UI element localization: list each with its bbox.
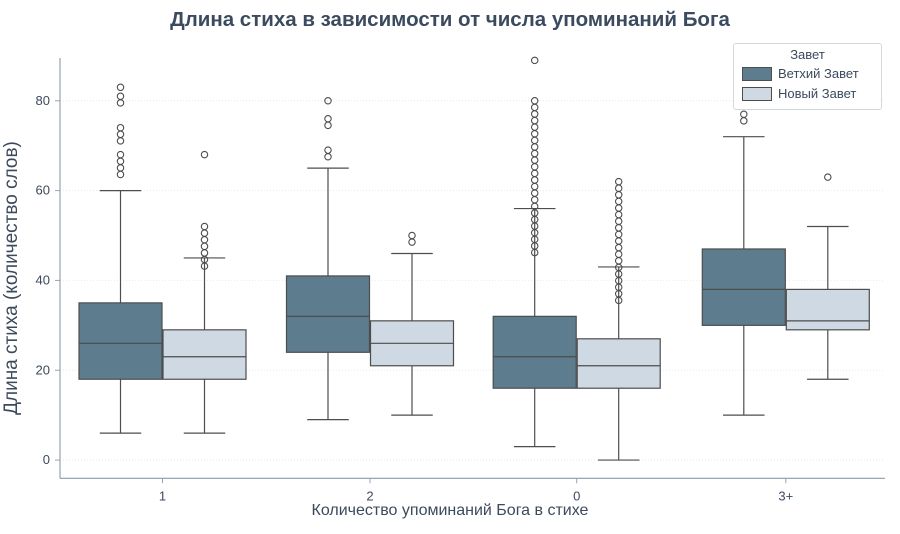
svg-text:80: 80 <box>36 93 50 108</box>
svg-text:60: 60 <box>36 183 50 198</box>
svg-text:20: 20 <box>36 362 50 377</box>
svg-text:0: 0 <box>43 452 50 467</box>
svg-text:40: 40 <box>36 272 50 287</box>
